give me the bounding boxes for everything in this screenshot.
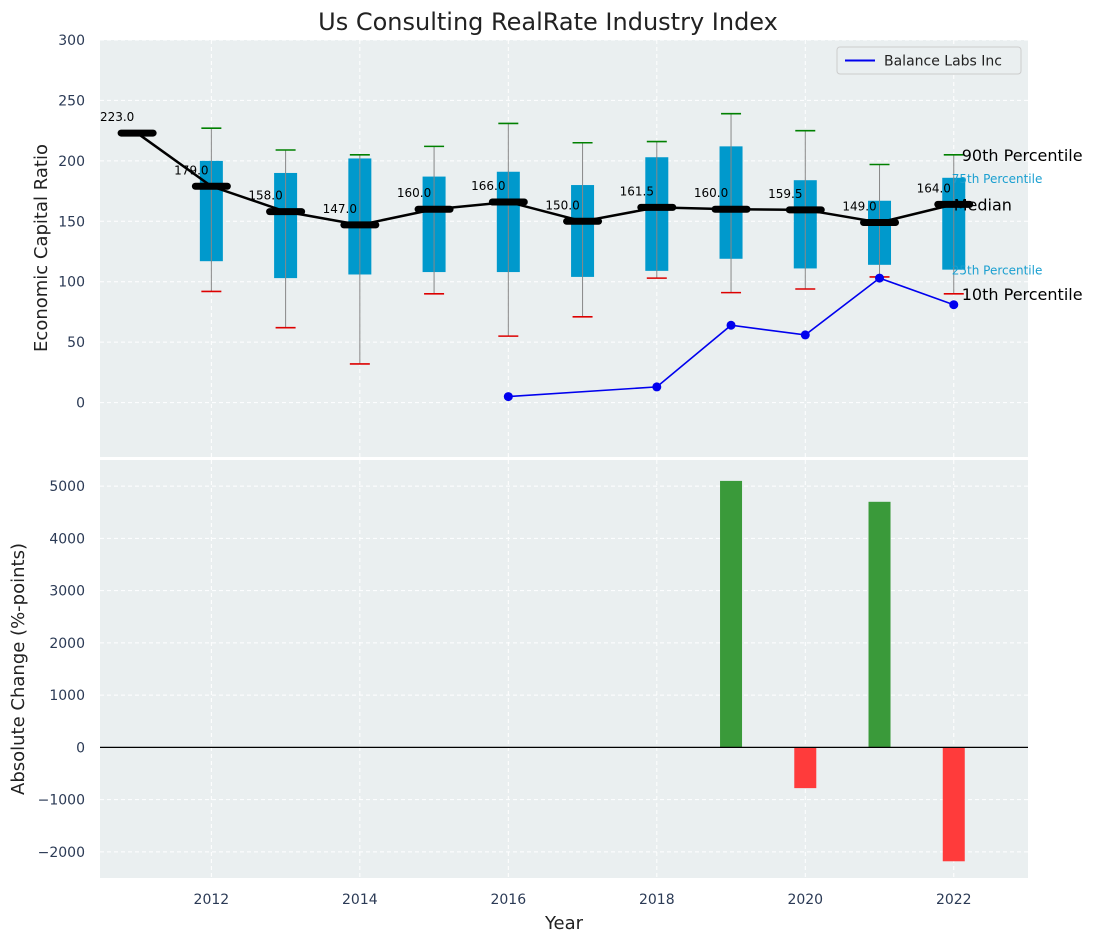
median-value-label: 159.5	[768, 187, 802, 201]
median-value-label: 164.0	[917, 181, 951, 195]
x-tick-label: 2020	[787, 892, 823, 908]
bar-positive	[868, 501, 891, 748]
x-tick-label: 2016	[490, 892, 526, 908]
top-median-series: 223.0 179.0 158.0 147.0 160.0 166.0 150.0 161.5…	[100, 110, 974, 229]
bottom-y-tick-label: 4000	[49, 531, 85, 547]
median-value-label: 147.0	[323, 202, 357, 216]
chart-title: Us Consulting RealRate Industry Index	[318, 8, 778, 36]
company-point	[652, 382, 662, 392]
top-y-tick-label: 300	[58, 33, 85, 49]
company-point	[726, 320, 736, 330]
bottom-y-tick-label: 0	[76, 740, 85, 756]
bottom-x-ticks: 2012 2014 2016 2018 2020 2022	[194, 892, 972, 908]
bottom-bars	[100, 480, 1028, 862]
bar-negative	[942, 747, 965, 862]
top-y-tick-label: 50	[67, 335, 85, 351]
legend: Balance Labs Inc	[836, 46, 1022, 75]
x-tick-label: 2012	[194, 892, 230, 908]
bar-positive	[720, 480, 743, 748]
company-point	[800, 330, 810, 340]
top-y-ticks: 0 50 100 150 200 250 300	[58, 33, 85, 412]
top-company-series	[503, 273, 959, 402]
top-annotations: 90th Percentile 75th Percentile Median 25th…	[952, 146, 1083, 304]
x-tick-label: 2014	[342, 892, 378, 908]
bottom-y-tick-label: −1000	[38, 793, 85, 809]
x-tick-label: 2022	[936, 892, 972, 908]
x-axis-label: Year	[544, 913, 584, 934]
bottom-y-tick-label: 2000	[49, 636, 85, 652]
top-y-tick-label: 200	[58, 154, 85, 170]
company-line	[508, 277, 955, 398]
median-value-label: 158.0	[248, 189, 282, 203]
legend-frame	[836, 46, 1022, 75]
legend-label: Balance Labs Inc	[884, 54, 1002, 70]
top-y-axis-label: Economic Capital Ratio	[31, 144, 52, 352]
annotation-75th-percentile: 75th Percentile	[952, 172, 1043, 186]
top-panel: 0 50 100 150 200 250 300 223.0 179.0 158.0 147.0 1…	[31, 33, 1083, 457]
bottom-y-ticks: −2000 −1000 0 1000 2000 3000 4000 5000	[38, 479, 85, 861]
median-value-label: 160.0	[397, 186, 431, 200]
top-y-tick-label: 100	[58, 275, 85, 291]
annotation-25th-percentile: 25th Percentile	[952, 264, 1043, 278]
annotation-90th-percentile: 90th Percentile	[962, 146, 1083, 165]
company-point	[503, 392, 513, 402]
top-gridlines	[100, 39, 1028, 457]
median-value-label: 166.0	[471, 179, 505, 193]
median-value-label: 160.0	[694, 186, 728, 200]
bottom-y-axis-label: Absolute Change (%-points)	[8, 543, 29, 795]
bottom-panel: −2000 −1000 0 1000 2000 3000 4000 5000 2012 2014…	[8, 460, 1028, 934]
median-value-label: 223.0	[100, 110, 134, 124]
top-y-tick-label: 250	[58, 93, 85, 109]
company-point	[875, 273, 885, 283]
bottom-y-tick-label: 5000	[49, 479, 85, 495]
median-value-label: 179.0	[174, 163, 208, 177]
top-y-tick-label: 0	[76, 396, 85, 412]
median-value-label: 161.5	[620, 184, 654, 198]
annotation-median: Median	[954, 195, 1012, 214]
x-tick-label: 2018	[639, 892, 675, 908]
bottom-y-tick-label: 1000	[49, 688, 85, 704]
bottom-y-tick-label: −2000	[38, 845, 85, 861]
top-y-tick-label: 150	[58, 214, 85, 230]
company-point	[949, 300, 959, 310]
bottom-y-tick-label: 3000	[49, 584, 85, 600]
median-value-label: 149.0	[842, 200, 876, 214]
median-value-label: 150.0	[545, 198, 579, 212]
top-boxes	[199, 146, 966, 279]
bar-negative	[794, 747, 817, 789]
annotation-10th-percentile: 10th Percentile	[962, 285, 1083, 304]
